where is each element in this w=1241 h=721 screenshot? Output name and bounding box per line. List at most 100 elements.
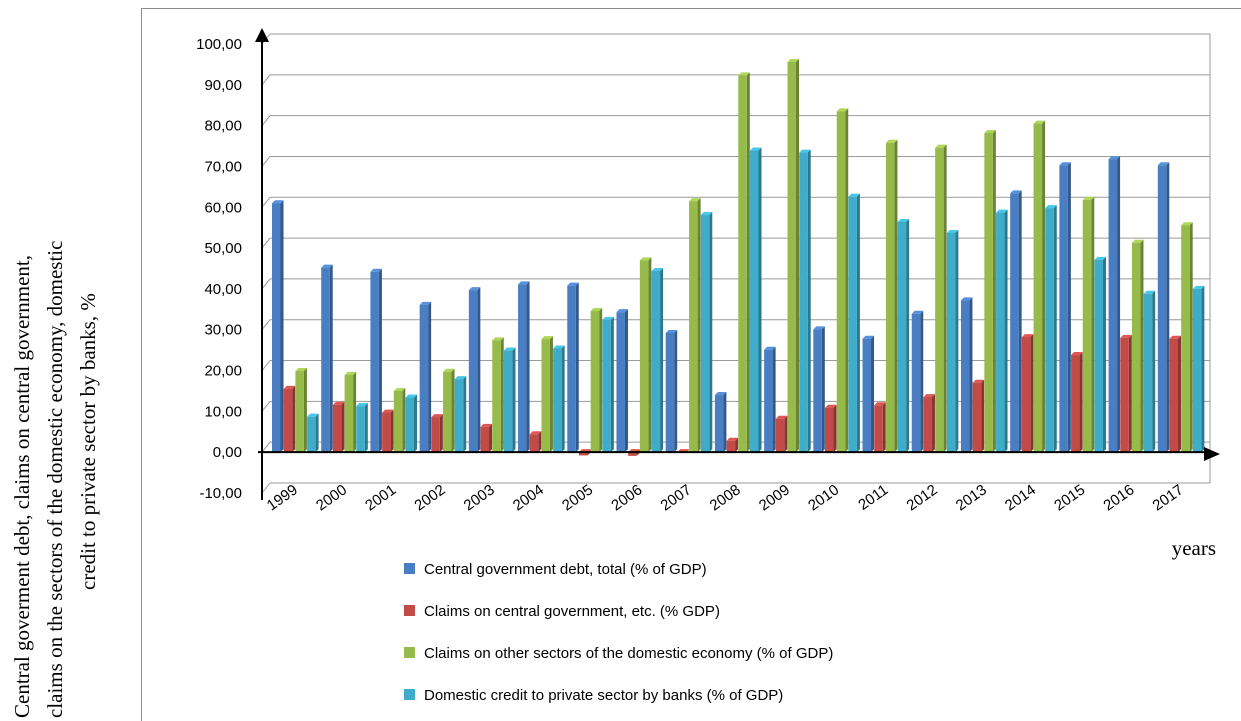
bar: [651, 267, 664, 453]
bar: [923, 394, 935, 453]
y-tick-label: 100,00: [196, 36, 242, 53]
bar: [503, 347, 516, 453]
bar: [541, 336, 553, 453]
x-axis-title: years: [1172, 536, 1216, 560]
grid-line: [261, 482, 271, 494]
bar: [295, 367, 307, 453]
bar: [1033, 120, 1046, 453]
bar: [862, 335, 875, 453]
x-tick-label: 2001: [362, 481, 399, 514]
x-tick-label: 2004: [510, 481, 547, 514]
bar: [393, 387, 406, 453]
bar: [616, 309, 628, 453]
x-tick-label: 2000: [313, 481, 350, 514]
bar: [726, 437, 739, 453]
bar: [1082, 196, 1095, 453]
bar: [749, 147, 762, 453]
bar: [1192, 285, 1205, 453]
y-tick-label: 30,00: [204, 322, 242, 339]
bar: [272, 200, 284, 453]
bar: [356, 403, 368, 453]
bar: [665, 329, 678, 453]
grid-line: [261, 319, 271, 331]
x-tick-label: 2013: [953, 481, 990, 514]
axes: [255, 28, 1220, 500]
bar: [454, 376, 467, 453]
y-tick-label: 70,00: [204, 158, 242, 175]
bar: [813, 326, 825, 453]
bar: [382, 409, 394, 453]
y-tick-label: 10,00: [204, 403, 242, 420]
legend-label: Central government debt, total (% of GDP…: [424, 561, 707, 578]
grid-line: [261, 196, 271, 208]
bar: [874, 402, 886, 453]
x-tick-label: 2003: [461, 481, 498, 514]
bar: [468, 287, 481, 453]
bar: [419, 301, 432, 453]
bar: [567, 282, 579, 453]
bar: [897, 218, 910, 453]
bar: [344, 372, 357, 453]
y-tick-label: 0,00: [213, 444, 242, 461]
y-axis-title-line-1: Central goverment debt, claims on centra…: [10, 255, 34, 718]
legend-swatch: [404, 605, 415, 616]
bar: [307, 413, 319, 453]
bar: [714, 392, 727, 453]
x-tick-label: 2012: [904, 481, 941, 514]
bar: [431, 414, 443, 453]
bar: [825, 404, 837, 453]
x-tick-label: 2014: [1002, 481, 1039, 514]
legend-label: Claims on other sectors of the domestic …: [424, 645, 833, 662]
legend-label: Claims on central government, etc. (% GD…: [424, 603, 720, 620]
grid-line: [261, 278, 271, 290]
bar: [1120, 334, 1132, 453]
bar: [518, 281, 530, 453]
y-axis-arrow: [255, 28, 269, 42]
x-tick-label: 2011: [855, 481, 891, 513]
grid-line: [261, 237, 271, 249]
bar: [639, 257, 652, 453]
legend-item: Claims on central government, etc. (% GD…: [404, 603, 720, 620]
x-tick-label: 2009: [756, 481, 793, 514]
bar: [775, 415, 788, 453]
x-tick-labels: 1999 2000 2001 2002 2003 2004 2005 2006 2007 2008…: [264, 481, 1187, 514]
legend-swatch: [404, 563, 415, 574]
bar: [787, 58, 800, 453]
bar: [553, 345, 565, 453]
x-axis-arrow: [1204, 447, 1220, 461]
bar: [996, 209, 1008, 453]
legend-item: Claims on other sectors of the domestic …: [404, 645, 833, 662]
x-tick-label: 1999: [264, 481, 301, 514]
bar: [1108, 156, 1121, 453]
y-axis-title: Central goverment debt, claims on centra…: [10, 241, 100, 718]
bar: [1071, 352, 1083, 453]
y-tick-label: 20,00: [204, 363, 242, 380]
bar: [799, 149, 811, 453]
grid-line: [261, 115, 271, 126]
bar: [1181, 222, 1193, 453]
legend-item: Domestic credit to private sector by ban…: [404, 687, 783, 704]
y-tick-label: -10,00: [199, 485, 242, 502]
bar: [590, 307, 603, 453]
legend: Central government debt, total (% of GDP…: [404, 561, 833, 704]
bar: [1010, 190, 1022, 453]
legend-swatch: [404, 647, 415, 658]
bar: [370, 268, 382, 453]
x-tick-label: 2006: [608, 481, 645, 514]
bar: [1131, 239, 1144, 453]
bar: [480, 423, 493, 453]
bar: [602, 316, 614, 453]
bar: [689, 198, 701, 453]
legend-swatch: [404, 689, 415, 700]
bar: [764, 346, 776, 453]
x-tick-label: 2016: [1100, 481, 1137, 514]
grid-line: [261, 441, 271, 453]
y-axis-title-line-2: claims on the sectors of the domestic ec…: [43, 241, 67, 718]
bar: [1094, 256, 1106, 453]
bar: [492, 337, 504, 453]
bars: [272, 58, 1205, 456]
legend-item: Central government debt, total (% of GDP…: [404, 561, 707, 578]
bar: [836, 108, 849, 453]
x-tick-label: 2010: [805, 481, 842, 514]
